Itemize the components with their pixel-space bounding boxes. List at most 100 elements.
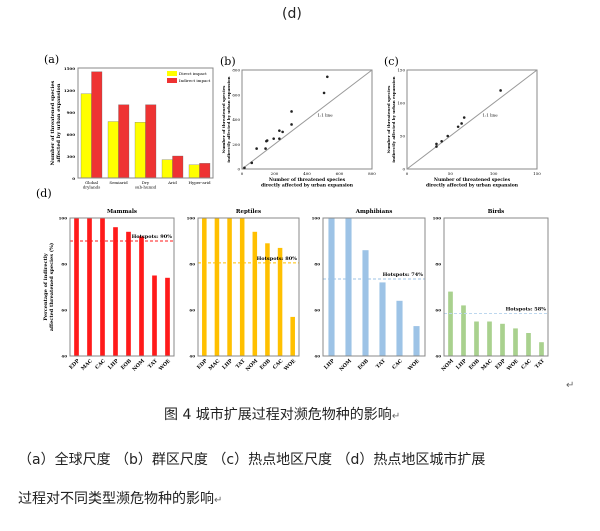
- bar-mac: [87, 218, 92, 356]
- return-mark: ↵: [566, 380, 575, 391]
- y-axis-label: Percentage of indirectlyaffected threate…: [43, 243, 55, 332]
- bar-cac: [396, 300, 403, 356]
- y-tick-label: 0: [72, 176, 75, 181]
- bar-tat: [239, 218, 245, 356]
- bar-eob: [362, 250, 369, 356]
- panel-label-c: (c): [384, 55, 399, 68]
- subplot-title: Mammals: [107, 209, 137, 215]
- bar-nom: [345, 218, 352, 356]
- hotspot-label: Hotspots: 74%: [383, 272, 424, 278]
- bar-tat: [379, 282, 386, 356]
- y-tick-label: 40: [435, 354, 441, 359]
- bar-direct-impact: [134, 122, 146, 179]
- data-point: [435, 145, 438, 148]
- bar-tat: [152, 275, 157, 356]
- data-point: [460, 122, 463, 125]
- bar-woe: [413, 326, 420, 356]
- y-tick-label: 60: [61, 308, 67, 313]
- x-tick-label: WOE: [406, 358, 421, 373]
- x-tick-label: Global drylands: [83, 180, 101, 190]
- x-tick-label: CAC: [391, 358, 404, 371]
- bar-indirect-impact: [118, 104, 130, 179]
- figure-caption: 图 4 城市扩展过程对濒危物种的影响↵: [164, 407, 401, 423]
- y-axis-label: Number of threatened speciesindirectly a…: [221, 76, 231, 162]
- legend-swatch: [167, 71, 177, 76]
- x-tick-label: NOM: [338, 358, 353, 373]
- x-tick-label: 800: [368, 171, 376, 176]
- bar-mac: [214, 218, 220, 356]
- legend-label: Direct impact: [179, 71, 207, 76]
- y-tick-label: 40: [314, 354, 320, 359]
- y-tick-label: 0: [237, 167, 240, 172]
- legend-swatch: [167, 78, 177, 83]
- x-tick-label: LHP: [455, 358, 468, 371]
- figure-label: (d): [282, 6, 302, 22]
- x-tick-label: Semiarid: [109, 180, 128, 185]
- bar-direct-impact: [188, 164, 200, 179]
- x-tick-label: Hyper-arid: [188, 180, 211, 185]
- data-point: [264, 147, 267, 150]
- y-tick-label: 200: [232, 142, 240, 147]
- x-tick-label: MAC: [80, 358, 94, 372]
- y-tick-label: 400: [232, 117, 240, 122]
- x-tick-label: CAC: [272, 358, 285, 371]
- x-tick-label: Dry sub-humid: [135, 180, 157, 190]
- plot-frame-b: [241, 69, 373, 170]
- y-tick-label: 60: [314, 308, 320, 313]
- y-tick-label: 80: [189, 262, 195, 267]
- bar-direct-impact: [107, 121, 119, 179]
- x-tick-label: LHP: [323, 358, 336, 371]
- y-tick-label: 80: [314, 262, 320, 267]
- bar-cac: [526, 333, 531, 356]
- x-tick-label: EDP: [494, 358, 507, 371]
- x-tick-label: 150: [533, 171, 541, 176]
- x-tick-label: CAC: [94, 358, 107, 371]
- data-point: [290, 123, 293, 126]
- data-point: [435, 142, 438, 146]
- y-tick-label: 80: [61, 262, 67, 267]
- y-tick-label: 900: [67, 110, 76, 115]
- data-point: [250, 161, 254, 165]
- hotspot-label: Hotspots: 58%: [506, 306, 547, 312]
- y-tick-label: 100: [397, 101, 405, 106]
- line-annotation: 1:1 line: [317, 113, 333, 118]
- x-tick-label: EDP: [68, 358, 81, 371]
- data-point: [281, 130, 284, 134]
- description-line-2: 过程对不同类型濒危物种的影响↵: [18, 491, 223, 507]
- line-annotation: 1:1 line: [482, 113, 498, 118]
- plot-frame-birds: [443, 217, 549, 357]
- y-tick-label: 100: [312, 216, 321, 221]
- x-tick-label: EOB: [259, 358, 272, 371]
- data-point: [278, 137, 281, 140]
- data-point: [278, 129, 281, 132]
- bar-eob: [126, 231, 131, 356]
- bar-tat: [539, 342, 544, 356]
- one-to-one-line: [406, 69, 538, 170]
- panel-label-d: (d): [36, 187, 52, 200]
- bar-lhp: [461, 305, 466, 356]
- bar-cac: [100, 218, 105, 356]
- y-tick-label: 800: [232, 68, 240, 73]
- data-point: [499, 89, 502, 92]
- bar-eob: [265, 243, 270, 356]
- bar-lhp: [113, 227, 118, 356]
- x-tick-label: TAT: [375, 358, 387, 370]
- x-tick-label: EDP: [196, 358, 209, 371]
- x-tick-label: CAC: [520, 358, 533, 371]
- plot-frame-reptiles: [197, 217, 300, 357]
- x-tick-label: NOM: [440, 358, 455, 373]
- x-tick-label: 600: [336, 171, 344, 176]
- y-tick-label: 100: [187, 216, 196, 221]
- bar-nom: [252, 231, 258, 356]
- bar-indirect-impact: [91, 71, 103, 179]
- x-tick-label: EOB: [357, 358, 370, 371]
- x-tick-label: MAC: [208, 358, 222, 372]
- data-point: [272, 137, 275, 140]
- subplot-title: Amphibians: [355, 209, 393, 215]
- y-tick-label: 100: [433, 216, 442, 221]
- x-tick-label: EOB: [468, 358, 481, 371]
- y-tick-label: 300: [67, 154, 76, 159]
- bar-edp: [74, 218, 79, 356]
- data-point: [255, 147, 258, 150]
